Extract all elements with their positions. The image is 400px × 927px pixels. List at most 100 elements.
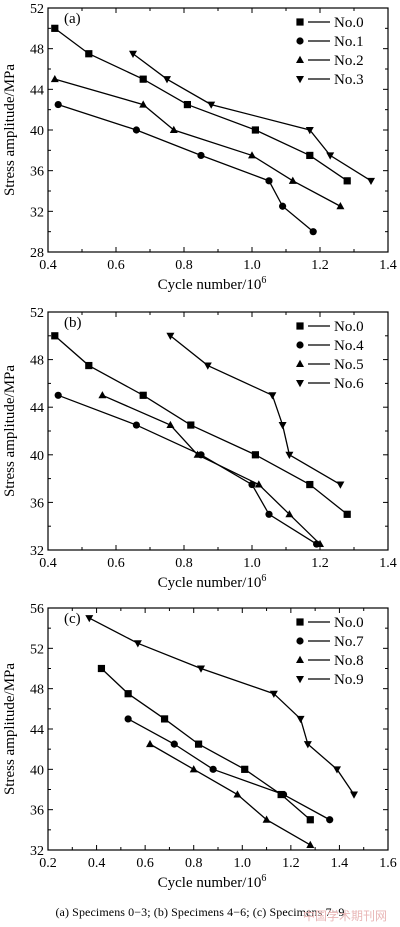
- data-point: [268, 392, 277, 400]
- x-tick-label: 1.0: [243, 258, 261, 273]
- x-tick-label: 0.4: [39, 556, 57, 571]
- data-point: [133, 640, 142, 648]
- y-tick-label: 36: [30, 165, 44, 180]
- y-axis-label: Stress amplitude/MPa: [2, 64, 18, 196]
- series-No.0: [51, 332, 351, 518]
- y-tick-label: 44: [30, 83, 44, 98]
- legend-marker: [296, 359, 304, 367]
- data-point: [336, 481, 345, 489]
- y-tick-label: 32: [30, 544, 44, 559]
- data-point: [54, 391, 62, 399]
- data-point: [343, 177, 351, 185]
- series-No.9: [85, 615, 358, 799]
- legend-marker: [296, 341, 304, 349]
- data-point: [336, 202, 345, 210]
- y-tick-label: 28: [30, 246, 44, 261]
- chart-svg: 0.4 0.6 0.8 1.0 1.2 1.4 28 32 36 40 44 48 52 Cycle nu…: [2, 2, 397, 293]
- data-point: [50, 74, 59, 83]
- data-point: [170, 740, 178, 748]
- legend-label: No.5: [334, 357, 364, 373]
- data-point: [233, 790, 242, 798]
- y-tick-label: 48: [30, 43, 44, 58]
- data-point: [326, 816, 334, 824]
- series-No.4: [54, 391, 321, 548]
- data-point: [303, 741, 312, 749]
- data-point: [187, 421, 195, 429]
- y-axis-label: Stress amplitude/MPa: [2, 365, 18, 497]
- legend-label: No.2: [334, 53, 364, 69]
- data-point: [367, 177, 375, 186]
- series-No.5: [98, 391, 324, 548]
- y-tick-label: 40: [30, 763, 44, 778]
- data-point: [97, 664, 106, 673]
- y-tick-label: 36: [30, 496, 44, 511]
- y-tick-label: 44: [30, 723, 44, 738]
- series-line: [57, 103, 314, 233]
- x-tick-label: 0.2: [39, 856, 57, 871]
- series-No.3: [129, 50, 375, 186]
- data-point: [124, 715, 132, 723]
- legend-marker: [296, 55, 304, 63]
- legend-marker: [296, 655, 304, 663]
- series-line: [169, 335, 341, 486]
- chart-svg: 0.2 0.4 0.6 0.8 1.0 1.2 1.4 1.6 32 36 40 44 48 52 56 Cy…: [2, 602, 397, 891]
- data-point: [285, 451, 294, 459]
- x-tick-label: 0.8: [175, 556, 193, 571]
- data-point: [350, 791, 358, 799]
- x-tick-label: 0.6: [136, 856, 154, 871]
- legend-marker: [296, 18, 304, 26]
- data-point: [306, 840, 315, 848]
- x-tick-label: 1.4: [379, 258, 397, 273]
- x-tick-label: 1.6: [379, 856, 397, 871]
- legend-marker: [296, 322, 304, 330]
- series-No.6: [166, 332, 345, 489]
- legend-marker: [296, 380, 304, 388]
- series-line: [54, 78, 341, 207]
- y-tick-label: 40: [30, 124, 44, 139]
- panel-label: (b): [64, 315, 82, 331]
- legend-label: No.8: [334, 653, 364, 669]
- data-point: [262, 815, 271, 823]
- data-point: [124, 690, 132, 698]
- y-tick-label: 32: [30, 844, 44, 859]
- x-axis-label: Cycle number/106: [158, 873, 267, 891]
- y-tick-label: 32: [30, 205, 44, 220]
- legend-marker: [296, 637, 304, 645]
- series-line: [132, 53, 372, 182]
- data-point: [207, 101, 216, 109]
- data-point: [166, 332, 175, 340]
- panel-label: (a): [64, 11, 81, 27]
- data-point: [333, 766, 341, 774]
- data-point: [343, 510, 351, 518]
- data-point: [85, 50, 93, 58]
- data-point: [251, 126, 259, 134]
- data-point: [306, 816, 314, 824]
- data-point: [306, 151, 314, 160]
- series-No.2: [50, 74, 345, 210]
- y-tick-label: 36: [30, 804, 44, 819]
- series-line: [88, 617, 355, 795]
- chart-panel-a: 0.4 0.6 0.8 1.0 1.2 1.4 28 32 36 40 44 48 52 Cycle nu…: [0, 0, 400, 300]
- x-tick-label: 1.4: [331, 856, 349, 871]
- x-tick-label: 1.2: [282, 856, 300, 871]
- data-point: [248, 151, 256, 159]
- data-point: [197, 665, 205, 673]
- x-tick-label: 1.0: [234, 856, 252, 871]
- legend: No.0 No.7 No.8 No.9: [296, 615, 364, 688]
- legend-marker: [296, 676, 304, 684]
- data-point: [98, 391, 107, 399]
- x-tick-label: 0.6: [107, 258, 125, 273]
- data-point: [85, 361, 93, 370]
- figure-caption: (a) Specimens 0−3; (b) Specimens 4−6; (c…: [55, 905, 345, 919]
- legend-label: No.0: [334, 615, 364, 631]
- chart-panel-c: 0.2 0.4 0.6 0.8 1.0 1.2 1.4 1.6 32 36 40 44 48 52 56 Cy…: [0, 598, 400, 903]
- data-point: [305, 127, 314, 135]
- y-tick-label: 40: [30, 449, 44, 464]
- series-line: [54, 335, 348, 515]
- x-tick-label: 0.4: [88, 856, 106, 871]
- data-point: [288, 176, 297, 184]
- y-tick-label: 52: [30, 2, 44, 17]
- data-point: [209, 765, 217, 773]
- series-line: [57, 394, 317, 545]
- data-point: [279, 202, 287, 210]
